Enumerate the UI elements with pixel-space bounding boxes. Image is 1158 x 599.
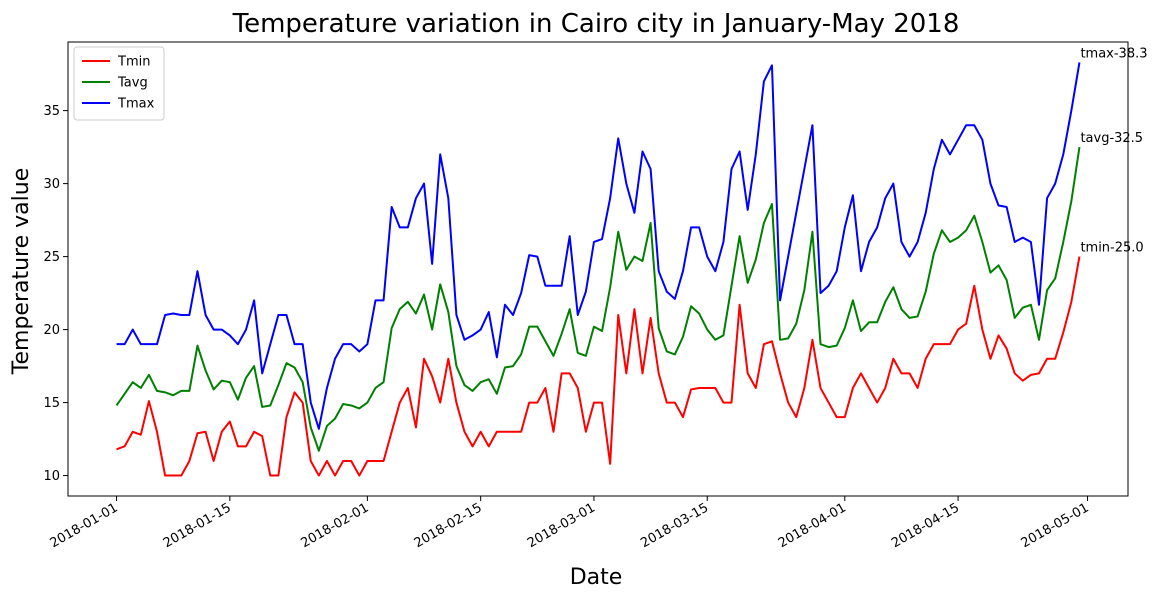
x-tick-label: 2018-01-01: [48, 500, 121, 551]
y-tick-label: 20: [43, 323, 60, 338]
legend-box: [73, 46, 165, 121]
y-tick-label: 25: [43, 250, 60, 265]
y-tick-label: 10: [43, 469, 60, 484]
y-tick-label: 15: [43, 396, 60, 411]
x-axis: 2018-01-01 2018-01-15 2018-02-01 2018-02-15…: [48, 496, 1092, 551]
y-axis-label: Temperature value: [9, 168, 34, 375]
chart-title: Temperature variation in Cairo city in J…: [232, 9, 960, 39]
x-tick-label: 2018-05-01: [1019, 500, 1092, 551]
plot-area: [115, 62, 1081, 477]
annotation-tmin: tmin-25.0: [1080, 241, 1143, 256]
annotation-layer: tmax-38.3 tavg-32.5 tmin-25.0: [1080, 46, 1147, 255]
x-tick-label: 2018-04-01: [776, 500, 849, 551]
series-line-tmin: [116, 256, 1081, 477]
annotation-tavg: tavg-32.5: [1080, 131, 1143, 146]
series-line-tavg: [115, 146, 1081, 452]
legend-label-tmin: Tmin: [117, 55, 150, 70]
x-axis-label: Date: [570, 565, 623, 590]
plot-frame: [67, 41, 1129, 497]
y-tick-label: 35: [43, 104, 60, 119]
x-tick-label: 2018-04-15: [889, 500, 962, 551]
legend-label-tmax: Tmax: [117, 97, 155, 112]
y-axis: 10 15 20 25 30 35: [43, 104, 68, 484]
x-tick-label: 2018-02-15: [412, 500, 485, 551]
x-tick-label: 2018-01-15: [161, 500, 234, 551]
x-tick-label: 2018-03-15: [638, 500, 711, 551]
series-line-tmax: [116, 62, 1081, 430]
x-tick-label: 2018-03-01: [525, 500, 598, 551]
legend: Tmin Tavg Tmax: [73, 46, 165, 121]
y-tick-label: 30: [43, 177, 60, 192]
annotation-tmax: tmax-38.3: [1080, 46, 1147, 61]
legend-label-tavg: Tavg: [117, 76, 148, 91]
x-tick-label: 2018-02-01: [298, 500, 371, 551]
